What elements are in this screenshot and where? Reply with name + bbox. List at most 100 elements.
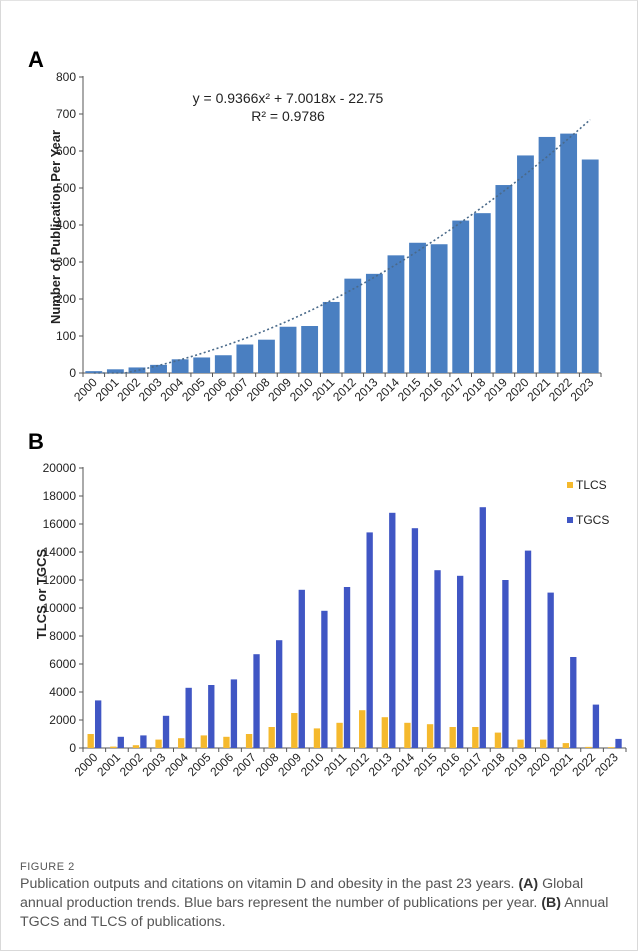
- publication-bar: [581, 159, 599, 373]
- panel-a-x-tick-label: 2012: [330, 375, 359, 404]
- panel-a-y-tick-label: 700: [56, 107, 76, 121]
- tgcs-bar: [162, 715, 170, 748]
- panel-a-x-tick-label: 2014: [373, 375, 402, 404]
- tlcs-bar: [132, 745, 140, 748]
- tgcs-bar: [570, 657, 577, 748]
- panel-a-y-tick-label: 0: [69, 366, 76, 380]
- panel-a-x-tick-label: 2015: [395, 375, 424, 404]
- panel-a-x-tick-label: 2022: [546, 375, 575, 404]
- tgcs-bar: [502, 580, 509, 748]
- legend-swatch-tlcs: [567, 482, 573, 488]
- panel-b-x-tick-label: 2010: [298, 750, 327, 779]
- publication-bar: [560, 133, 578, 373]
- panel-b-x-tick-label: 2015: [411, 750, 440, 779]
- panel-b-x-tick-label: 2003: [140, 750, 169, 779]
- panel-a-x-tick-label: 2013: [352, 375, 381, 404]
- tgcs-bar: [389, 512, 396, 748]
- caption-a-tag: (A): [518, 876, 539, 892]
- panel-a-x-tick-label: 2007: [222, 375, 251, 404]
- panel-b-x-tick-label: 2020: [524, 750, 553, 779]
- tlcs-bar: [200, 735, 207, 748]
- tlcs-bar: [472, 727, 479, 748]
- panel-a-x-tick-label: 2020: [503, 375, 532, 404]
- panel-b-x-tick-label: 2012: [343, 750, 372, 779]
- panel-b-y-tick-label: 8000: [49, 629, 76, 643]
- panel-a-x-tick-label: 2021: [524, 375, 553, 404]
- publication-bar: [387, 255, 405, 373]
- panel-b-x-tick-label: 2004: [162, 750, 191, 779]
- panel-b-x-tick-label: 2007: [230, 750, 259, 779]
- tlcs-bar: [110, 746, 117, 748]
- panel-b-x-tick-label: 2013: [366, 750, 395, 779]
- publication-bar: [538, 136, 556, 373]
- publication-bar: [430, 244, 448, 373]
- publication-bar: [344, 278, 362, 373]
- panel-b-y-tick-label: 12000: [43, 573, 77, 587]
- panel-a-x-tick-label: 2017: [438, 375, 467, 404]
- panel-a-x-tick-label: 2004: [157, 375, 186, 404]
- tlcs-bar: [313, 728, 321, 748]
- tlcs-bar: [291, 713, 298, 748]
- publication-bar: [128, 367, 146, 373]
- panel-b-y-tick-label: 10000: [43, 601, 77, 615]
- tlcs-bar: [155, 739, 162, 748]
- panel-a-y-tick-label: 200: [56, 292, 76, 306]
- tlcs-bar: [381, 717, 388, 748]
- trendline-equation: y = 0.9366x² + 7.0018x - 22.75: [193, 90, 384, 106]
- tgcs-bar: [615, 738, 622, 748]
- panel-a-x-tick-label: 2018: [460, 375, 489, 404]
- tgcs-bar: [275, 640, 283, 748]
- legend-swatch-tgcs: [567, 517, 573, 523]
- publication-bar: [85, 371, 103, 373]
- publication-bar: [409, 242, 426, 373]
- panel-a-y-tick-label: 500: [56, 181, 76, 195]
- legend-label-tlcs: TLCS: [576, 478, 607, 492]
- publication-bar: [365, 273, 383, 373]
- panel-a-y-axis-label: Number of Publication Per Year: [48, 130, 63, 324]
- panel-b-chart: B TLCS or TGCS 0200040006000800010000120…: [28, 429, 627, 779]
- figure-caption: Publication outputs and citations on vit…: [20, 875, 620, 932]
- tgcs-bar: [140, 735, 147, 748]
- figure-label: FIGURE 2: [20, 861, 75, 873]
- caption-a-text: Global annual production trends. Blue ba…: [20, 876, 584, 911]
- tlcs-bar: [517, 739, 524, 748]
- panel-a-x-tick-label: 2002: [114, 375, 143, 404]
- tgcs-bar: [298, 589, 305, 748]
- tgcs-bar: [321, 610, 328, 748]
- panel-a-x-tick-label: 2001: [93, 375, 122, 404]
- tgcs-bar: [253, 654, 260, 748]
- panel-a-x-tick-label: 2005: [179, 375, 208, 404]
- tgcs-bar: [434, 570, 441, 748]
- tgcs-bar: [524, 550, 532, 748]
- panel-b-x-tick-label: 2002: [117, 750, 146, 779]
- tgcs-bar: [117, 736, 124, 748]
- polynomial-trendline: [93, 119, 591, 374]
- publication-bar: [258, 339, 275, 373]
- tlcs-bar: [494, 732, 502, 748]
- tgcs-bar: [208, 685, 215, 748]
- publication-bar: [495, 185, 513, 373]
- figure-canvas: A Number of Publication Per Year y = 0.9…: [28, 47, 627, 779]
- panel-b-y-tick-label: 2000: [49, 713, 76, 727]
- panel-b-x-tick-label: 2018: [479, 750, 508, 779]
- tgcs-bar: [230, 679, 238, 748]
- tgcs-bar: [366, 532, 373, 748]
- panel-b-x-tick-label: 2023: [592, 750, 621, 779]
- tgcs-bar: [185, 687, 192, 748]
- panel-a-x-tick-label: 2019: [481, 375, 510, 404]
- tlcs-bar: [426, 724, 434, 748]
- panel-b-x-tick-label: 2000: [72, 750, 101, 779]
- panel-b-x-tick-label: 2009: [275, 750, 304, 779]
- publication-bar: [322, 301, 340, 373]
- tlcs-bar: [359, 710, 366, 748]
- panel-a-x-tick-label: 2011: [309, 375, 337, 403]
- panel-b-x-tick-label: 2011: [321, 750, 349, 778]
- trendline-r-squared: R² = 0.9786: [251, 108, 325, 124]
- publication-bar: [171, 359, 189, 373]
- tlcs-bar: [449, 727, 456, 748]
- panel-a-y-tick-label: 400: [56, 218, 76, 232]
- panel-a-y-tick-label: 600: [56, 144, 76, 158]
- panel-b-x-tick-label: 2006: [207, 750, 236, 779]
- tlcs-bar: [336, 722, 343, 748]
- tlcs-bar: [540, 739, 547, 748]
